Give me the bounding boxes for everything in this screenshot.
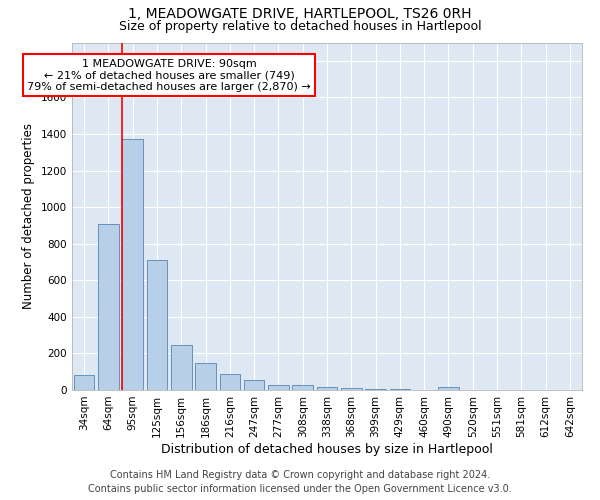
Y-axis label: Number of detached properties: Number of detached properties [22, 123, 35, 309]
Text: Size of property relative to detached houses in Hartlepool: Size of property relative to detached ho… [119, 20, 481, 33]
Bar [292, 384, 313, 390]
Bar [98, 224, 119, 390]
Text: Contains HM Land Registry data © Crown copyright and database right 2024.
Contai: Contains HM Land Registry data © Crown c… [88, 470, 512, 494]
Bar [268, 385, 289, 390]
Bar [122, 140, 143, 390]
X-axis label: Distribution of detached houses by size in Hartlepool: Distribution of detached houses by size … [161, 442, 493, 456]
Bar [146, 260, 167, 390]
Text: 1 MEADOWGATE DRIVE: 90sqm
← 21% of detached houses are smaller (749)
79% of semi: 1 MEADOWGATE DRIVE: 90sqm ← 21% of detac… [27, 59, 311, 92]
Bar [341, 388, 362, 390]
Text: 1, MEADOWGATE DRIVE, HARTLEPOOL, TS26 0RH: 1, MEADOWGATE DRIVE, HARTLEPOOL, TS26 0R… [128, 8, 472, 22]
Bar [171, 345, 191, 390]
Bar [244, 380, 265, 390]
Bar [74, 376, 94, 390]
Bar [365, 388, 386, 390]
Bar [389, 388, 410, 390]
Bar [220, 374, 240, 390]
Bar [438, 386, 459, 390]
Bar [195, 363, 216, 390]
Bar [317, 386, 337, 390]
